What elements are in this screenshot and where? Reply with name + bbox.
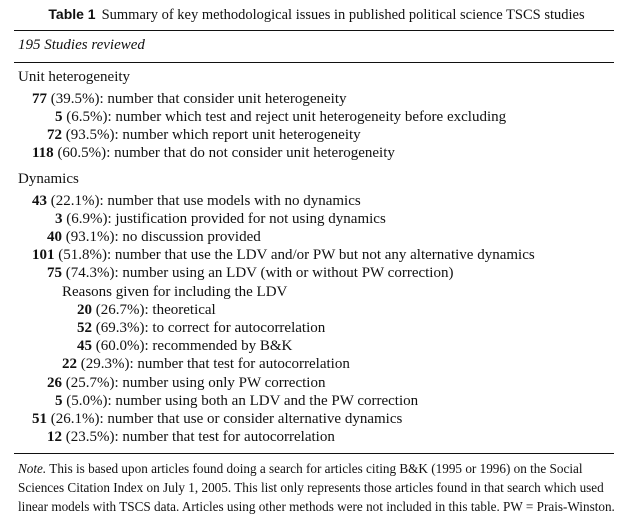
row-percent: (25.7%): [65, 375, 115, 391]
row-text: : number that use the LDV and/or PW but …: [107, 247, 535, 263]
table-row: 43 (22.1%): number that use models with …: [32, 193, 361, 210]
row-count: 43: [32, 193, 47, 209]
table-row: 5 (5.0%): number using both an LDV and t…: [55, 393, 418, 410]
note-text-1: This is based upon articles found doing …: [46, 461, 583, 476]
row-percent: (51.8%): [58, 247, 107, 263]
row-percent: (29.3%): [80, 356, 130, 372]
table-row: 5 (6.5%): number which test and reject u…: [55, 109, 506, 126]
row-count: 3: [55, 211, 63, 227]
table-caption: Table 1 Summary of key methodological iss…: [14, 6, 619, 24]
note-line-1: Note. This is based upon articles found …: [18, 459, 618, 478]
row-count: 51: [32, 411, 47, 427]
row-count: 101: [32, 247, 55, 263]
row-text: : justification provided for not using d…: [107, 211, 386, 227]
table-row: 40 (93.1%): no discussion provided: [47, 229, 261, 246]
row-count: 118: [32, 145, 54, 161]
table-row: 12 (23.5%): number that test for autocor…: [47, 429, 335, 446]
row-text: : number which test and reject unit hete…: [107, 109, 507, 125]
table-title: Summary of key methodological issues in …: [101, 7, 585, 23]
row-percent: (69.3%): [95, 320, 145, 336]
row-percent: (26.1%): [50, 411, 100, 427]
table-row: 75 (74.3%): number using an LDV (with or…: [47, 265, 453, 282]
table-label: Table 1: [48, 6, 96, 22]
note-line-2: Sciences Citation Index on July 1, 2005.…: [18, 480, 604, 495]
section-heading-unit-heterogeneity: Unit heterogeneity: [18, 69, 131, 85]
row-count: 22: [62, 356, 77, 372]
row-percent: (23.5%): [65, 429, 115, 445]
table-row: 101 (51.8%): number that use the LDV and…: [32, 247, 535, 264]
row-text: : to correct for autocorrelation: [144, 320, 326, 336]
table-note: Note. This is based upon articles found …: [18, 459, 618, 516]
row-text: : theoretical: [144, 302, 216, 318]
row-percent: (93.5%): [65, 127, 115, 143]
row-count: 52: [77, 320, 92, 336]
bottom-rule: [14, 453, 614, 455]
row-count: 75: [47, 265, 62, 281]
row-percent: (39.5%): [50, 91, 100, 107]
table-row: 22 (29.3%): number that test for autocor…: [62, 356, 350, 373]
subtitle-rule: [14, 62, 614, 63]
section-heading-dynamics: Dynamics: [18, 171, 79, 187]
row-count: 40: [47, 229, 62, 245]
row-text: : number that use or consider alternativ…: [99, 411, 403, 427]
row-text: : number that do not consider unit heter…: [106, 145, 395, 161]
row-text: : number that test for autocorrelation: [129, 356, 350, 372]
row-percent: (26.7%): [95, 302, 145, 318]
row-count: 77: [32, 91, 47, 107]
row-count: 72: [47, 127, 62, 143]
table-row: 77 (39.5%): number that consider unit he…: [32, 91, 347, 108]
table-row: 52 (69.3%): to correct for autocorrelati…: [77, 320, 325, 337]
table-row: 20 (26.7%): theoretical: [77, 302, 216, 319]
table-row: 26 (25.7%): number using only PW correct…: [47, 375, 325, 392]
row-text: : number using both an LDV and the PW co…: [107, 393, 419, 409]
row-percent: (22.1%): [50, 193, 100, 209]
row-percent: (60.0%): [95, 338, 145, 354]
row-text: : number that test for autocorrelation: [114, 429, 335, 445]
row-count: 12: [47, 429, 62, 445]
table-row: 3 (6.9%): justification provided for not…: [55, 211, 386, 228]
row-text: : number that consider unit heterogeneit…: [99, 91, 347, 107]
row-percent: (6.9%): [66, 211, 108, 227]
row-text: : number using only PW correction: [114, 375, 326, 391]
note-line-3: linear models with TSCS data. Articles u…: [18, 499, 615, 514]
row-percent: (93.1%): [65, 229, 115, 245]
table-row: 72 (93.5%): number which report unit het…: [47, 127, 361, 144]
row-count: 20: [77, 302, 92, 318]
row-count: 5: [55, 109, 63, 125]
row-percent: (74.3%): [65, 265, 115, 281]
row-count: 45: [77, 338, 92, 354]
row-text: : number using an LDV (with or without P…: [114, 265, 454, 281]
row-text: : number that use models with no dynamic…: [99, 193, 361, 209]
row-count: 5: [55, 393, 63, 409]
table-row: 45 (60.0%): recommended by B&K: [77, 338, 292, 355]
row-percent: (60.5%): [57, 145, 107, 161]
row-text: : recommended by B&K: [144, 338, 293, 354]
row-percent: (6.5%): [66, 109, 108, 125]
row-text: : number which report unit heterogeneity: [114, 127, 361, 143]
note-label: Note.: [18, 461, 47, 476]
subsection-heading-ldv-reasons: Reasons given for including the LDV: [62, 284, 288, 300]
table-subtitle: 195 Studies reviewed: [18, 37, 145, 53]
row-count: 26: [47, 375, 62, 391]
row-percent: (5.0%): [66, 393, 108, 409]
table-row: 51 (26.1%): number that use or consider …: [32, 411, 402, 428]
top-rule: [14, 30, 614, 32]
table-row: 118 (60.5%): number that do not consider…: [32, 145, 395, 162]
row-text: : no discussion provided: [114, 229, 261, 245]
